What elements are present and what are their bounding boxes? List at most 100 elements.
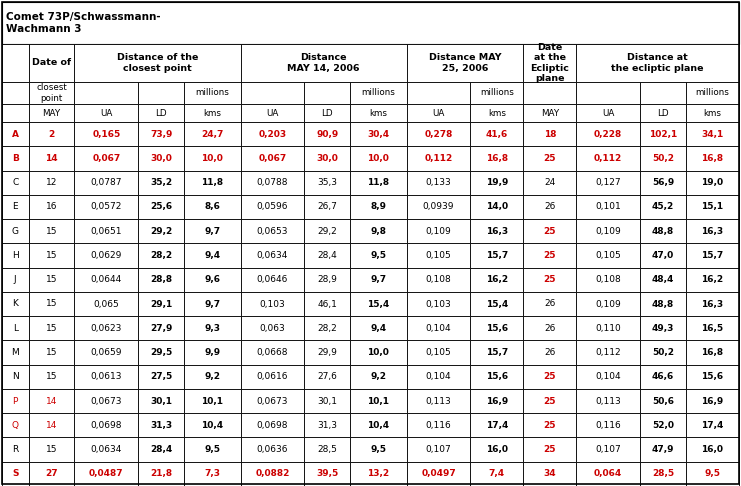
Bar (350, 364, 407, 389)
Bar (471, 82, 523, 104)
Text: kms: kms (488, 108, 506, 118)
Text: kms: kms (203, 108, 222, 118)
Text: 0,133: 0,133 (425, 178, 451, 187)
Bar (350, 316, 407, 340)
Text: 15,7: 15,7 (486, 348, 508, 357)
Bar (640, 413, 686, 437)
Bar (241, 44, 407, 82)
Bar (686, 292, 739, 316)
Bar (640, 146, 686, 171)
Text: 15: 15 (46, 226, 57, 236)
Text: 16: 16 (46, 203, 57, 211)
Text: 47,9: 47,9 (652, 445, 674, 454)
Text: 0,108: 0,108 (595, 275, 621, 284)
Text: 28,5: 28,5 (652, 469, 674, 478)
Bar (241, 340, 305, 364)
Bar (241, 219, 305, 243)
Bar (471, 364, 523, 389)
Text: 24: 24 (545, 178, 556, 187)
Text: 9,4: 9,4 (370, 324, 387, 333)
Bar (184, 243, 241, 268)
Text: 48,8: 48,8 (652, 299, 674, 309)
Bar (407, 437, 471, 462)
Text: 0,067: 0,067 (259, 154, 287, 163)
Bar (471, 219, 523, 243)
Text: 8,6: 8,6 (205, 203, 220, 211)
Text: 0,103: 0,103 (259, 299, 285, 309)
Text: H: H (12, 251, 19, 260)
Text: 16,2: 16,2 (702, 275, 723, 284)
Text: 12: 12 (46, 178, 57, 187)
Text: 16,9: 16,9 (486, 397, 508, 405)
Bar (2, 268, 28, 292)
Bar (576, 122, 640, 146)
Text: 29,2: 29,2 (150, 226, 172, 236)
Bar (686, 389, 739, 413)
Bar (2, 316, 28, 340)
Bar (74, 268, 138, 292)
Text: 0,116: 0,116 (595, 421, 621, 430)
Bar (640, 243, 686, 268)
Text: 14,0: 14,0 (486, 203, 508, 211)
Text: 9,9: 9,9 (205, 348, 220, 357)
Bar (640, 82, 686, 104)
Text: 16,8: 16,8 (702, 348, 723, 357)
Bar (2, 146, 28, 171)
Text: 0,0644: 0,0644 (90, 275, 122, 284)
Text: UA: UA (432, 108, 445, 118)
Text: 25: 25 (544, 421, 556, 430)
Text: 15: 15 (46, 445, 57, 454)
Bar (28, 462, 74, 486)
Text: 50,2: 50,2 (652, 348, 674, 357)
Text: 29,2: 29,2 (317, 226, 337, 236)
Bar (184, 437, 241, 462)
Bar (471, 340, 523, 364)
Text: 9,7: 9,7 (205, 226, 220, 236)
Bar (576, 462, 640, 486)
Bar (74, 146, 138, 171)
Text: 0,104: 0,104 (596, 372, 621, 382)
Bar (350, 122, 407, 146)
Text: 27,9: 27,9 (150, 324, 172, 333)
Text: UA: UA (602, 108, 614, 118)
Text: 56,9: 56,9 (652, 178, 674, 187)
Bar (2, 195, 28, 219)
Text: 14: 14 (46, 421, 57, 430)
Text: 0,107: 0,107 (595, 445, 621, 454)
Bar (28, 44, 74, 82)
Bar (305, 340, 350, 364)
Text: 24,7: 24,7 (201, 130, 224, 139)
Bar (184, 195, 241, 219)
Text: 26,7: 26,7 (317, 203, 337, 211)
Text: 0,165: 0,165 (92, 130, 120, 139)
Text: 16,3: 16,3 (702, 299, 723, 309)
Text: 14: 14 (45, 154, 58, 163)
Bar (28, 316, 74, 340)
Bar (2, 104, 28, 122)
Bar (2, 462, 28, 486)
Bar (74, 171, 138, 195)
Bar (241, 292, 305, 316)
Bar (686, 437, 739, 462)
Text: 0,0698: 0,0698 (90, 421, 122, 430)
Text: Distance at
the ecliptic plane: Distance at the ecliptic plane (611, 53, 704, 73)
Bar (241, 82, 305, 104)
Bar (407, 104, 471, 122)
Bar (686, 122, 739, 146)
Text: 30,1: 30,1 (150, 397, 172, 405)
Bar (350, 104, 407, 122)
Text: 10,0: 10,0 (368, 154, 389, 163)
Bar (640, 195, 686, 219)
Text: 0,063: 0,063 (259, 324, 285, 333)
Text: 15,7: 15,7 (702, 251, 724, 260)
Bar (2, 364, 28, 389)
Text: 31,3: 31,3 (317, 421, 337, 430)
Text: 28,2: 28,2 (150, 251, 172, 260)
Text: 10,0: 10,0 (368, 348, 389, 357)
Bar (640, 104, 686, 122)
Text: M: M (11, 348, 19, 357)
Bar (407, 389, 471, 413)
Text: 0,0673: 0,0673 (90, 397, 122, 405)
Bar (74, 82, 138, 104)
Text: P: P (13, 397, 18, 405)
